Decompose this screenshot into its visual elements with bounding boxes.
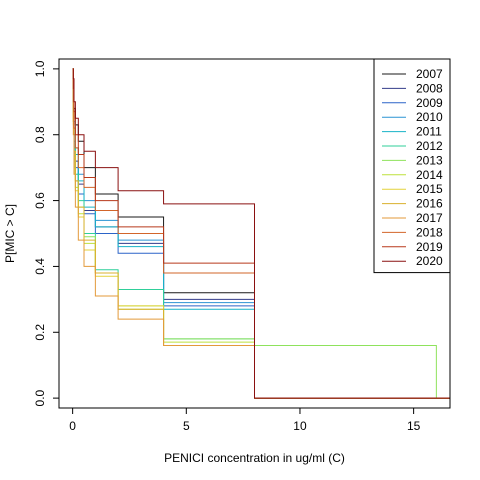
- legend-label: 2016: [416, 197, 443, 211]
- legend-label: 2015: [416, 182, 443, 196]
- legend-label: 2017: [416, 211, 443, 225]
- legend-label: 2010: [416, 110, 443, 124]
- y-tick-label: 0.6: [33, 192, 47, 209]
- legend-label: 2019: [416, 240, 443, 254]
- x-tick-label: 5: [183, 419, 190, 433]
- x-axis-label: PENICI concentration in ug/ml (C): [164, 451, 345, 465]
- legend-label: 2020: [416, 254, 443, 268]
- series-line-2017: [72, 68, 450, 399]
- y-tick-label: 0.4: [33, 258, 47, 275]
- legend-label: 2013: [416, 153, 443, 167]
- y-axis-label: P[MIC > C]: [3, 204, 17, 263]
- legend-label: 2012: [416, 139, 443, 153]
- legend-label: 2009: [416, 96, 443, 110]
- legend-label: 2008: [416, 81, 443, 95]
- x-axis: 0 5 10 15: [69, 408, 421, 433]
- y-axis: 0.0 0.2 0.4 0.6 0.8 1.0: [33, 60, 59, 406]
- x-tick-label: 15: [407, 419, 421, 433]
- legend-label: 2007: [416, 67, 443, 81]
- y-tick-label: 1.0: [33, 60, 47, 77]
- legend: 2007200820092010201120122013201420152016…: [373, 58, 451, 274]
- x-tick-label: 10: [293, 419, 307, 433]
- series-lines: [72, 68, 450, 399]
- legend-label: 2011: [416, 125, 442, 139]
- series-line-2020: [72, 68, 450, 399]
- legend-box: [373, 58, 451, 274]
- y-tick-label: 0.8: [33, 126, 47, 143]
- legend-label: 2014: [416, 168, 443, 182]
- x-tick-label: 0: [69, 419, 76, 433]
- y-tick-label: 0.2: [33, 324, 47, 341]
- y-tick-label: 0.0: [33, 389, 47, 406]
- legend-label: 2018: [416, 225, 443, 239]
